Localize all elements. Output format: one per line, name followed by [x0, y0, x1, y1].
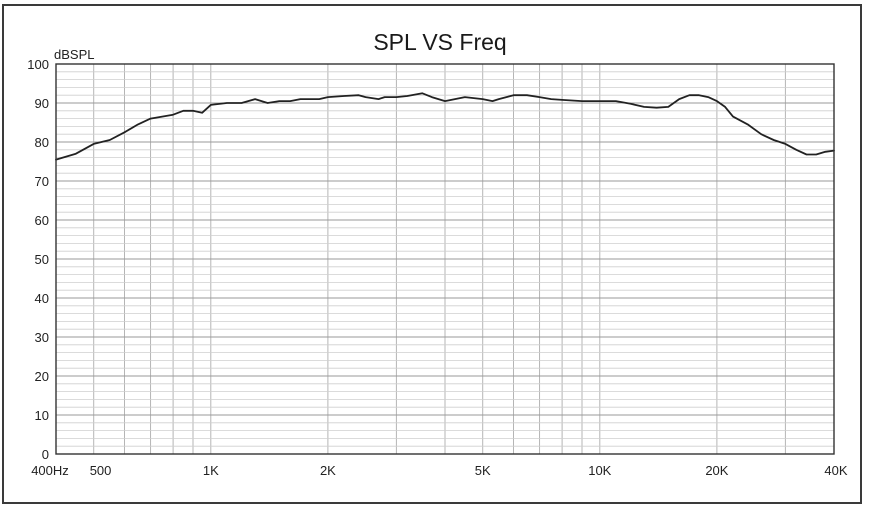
series-layer: [55, 92, 835, 161]
y-tick-label: 70: [35, 174, 49, 189]
y-axis-label: dBSPL: [54, 47, 94, 62]
y-tick-label: 90: [35, 96, 49, 111]
spl-response-line: [55, 92, 835, 161]
x-tick-label: 500: [90, 463, 112, 478]
y-tick-label: 30: [35, 330, 49, 345]
y-tick-label: 10: [35, 408, 49, 423]
y-tick-label: 100: [27, 57, 49, 72]
x-tick-label: 10K: [588, 463, 611, 478]
x-tick-label: 1K: [203, 463, 219, 478]
x-tick-label: 40K: [824, 463, 847, 478]
y-tick-label: 80: [35, 135, 49, 150]
x-tick-label: 2K: [320, 463, 336, 478]
ticks: 0 10 20 30 40 50 60 70 80 90 100 400Hz 500 1K 2K 5K 10K 2…: [27, 57, 848, 478]
y-tick-label: 60: [35, 213, 49, 228]
plot-area-border: [55, 63, 835, 455]
x-tick-label: 20K: [705, 463, 728, 478]
y-tick-label: 0: [42, 447, 49, 462]
y-tick-label: 50: [35, 252, 49, 267]
grid: [55, 63, 835, 455]
y-tick-label: 40: [35, 291, 49, 306]
y-tick-label: 20: [35, 369, 49, 384]
chart-title: SPL VS Freq: [373, 29, 506, 55]
x-tick-label: 5K: [475, 463, 491, 478]
x-tick-label: 400Hz: [31, 463, 69, 478]
